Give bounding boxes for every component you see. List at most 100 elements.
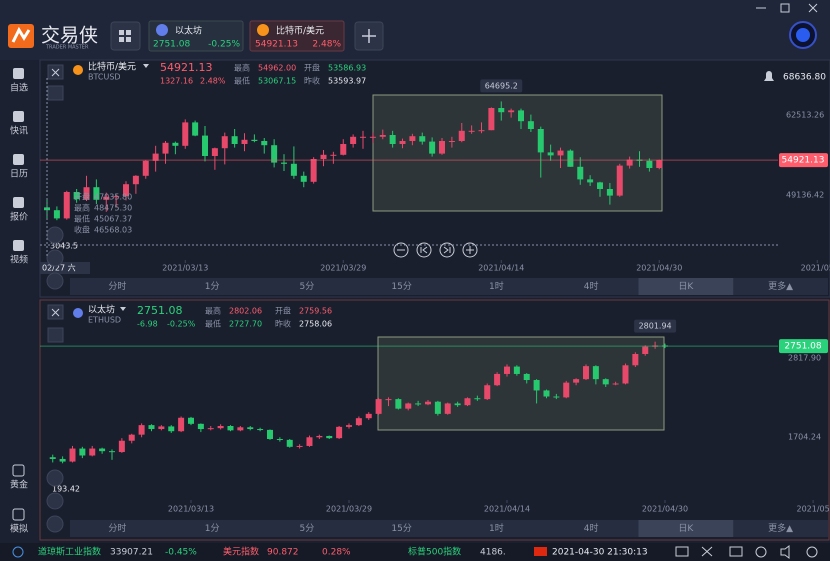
maximize-button[interactable] [780,3,790,13]
symbol-name[interactable]: 以太坊 [88,304,115,316]
sidebar-icon[interactable] [13,240,24,251]
tool-button[interactable] [46,492,64,510]
sidebar-icon[interactable] [13,154,24,165]
candle-body [231,136,238,144]
period-button[interactable]: 1时 [489,522,504,534]
tab-btc[interactable] [249,20,345,52]
expand-button[interactable] [47,85,64,101]
candle-body [616,165,623,196]
candle-body [424,401,431,405]
sidebar [0,60,38,543]
period-button[interactable]: 1时 [489,280,504,292]
period-button[interactable]: 1分 [205,523,220,534]
candle-body [587,179,594,183]
candle-body [118,440,125,453]
candle-body [123,184,130,197]
period-button[interactable]: 15分 [391,281,411,292]
status-icon[interactable] [755,546,767,558]
tool-button[interactable] [46,469,64,487]
period-button[interactable]: 5分 [300,281,315,292]
period-selected[interactable] [638,520,734,537]
status-icon[interactable] [675,546,689,557]
candle-body [533,380,540,391]
period-button[interactable]: 日K [678,523,694,534]
candle-body [557,150,564,156]
period-button[interactable]: 4时 [584,522,599,534]
period-button[interactable]: 更多▲ [768,280,793,292]
x-tick-label: 2021/03/29 [320,264,366,273]
tool-button[interactable] [46,249,64,267]
sidebar-icon[interactable] [13,111,24,122]
expand-button[interactable] [47,327,64,343]
status-icon[interactable] [729,546,743,557]
candle-body [340,144,347,155]
period-button[interactable]: 1分 [205,281,220,292]
period-button[interactable]: 15分 [391,523,411,534]
zoom-out-button[interactable] [393,242,409,258]
candle-body [44,207,51,211]
stat-value: 2727.70 [229,320,262,329]
close-button[interactable] [808,3,818,13]
tab-eth[interactable] [148,20,244,52]
sidebar-icon[interactable] [13,197,24,208]
candle-body [523,373,530,381]
x-tick-label: 2021/03/13 [168,505,214,514]
candle-body [375,399,382,414]
period-selected[interactable] [638,278,734,295]
candle-body [300,175,307,182]
candle-body [266,429,273,440]
support-icon[interactable] [12,546,24,558]
candle-body [498,108,505,113]
candle-body [53,210,60,219]
tool-button[interactable] [46,515,64,533]
period-button[interactable]: 更多▲ [768,522,793,534]
sidebar-label: 自选 [10,82,28,94]
tooltip-label: 最高 [74,203,90,213]
candle-body [227,426,234,431]
price-label: 49136.42 [786,191,824,200]
candle-body [458,130,465,141]
candle-body [83,187,90,200]
x-tick-label: 2021/05 [796,505,829,514]
dropdown-arrow[interactable] [143,64,149,68]
candle-body [656,160,663,168]
x-tick-label: 2021/05 [801,264,830,273]
sidebar-icon[interactable] [12,508,25,521]
period-button[interactable]: 分时 [108,280,126,292]
tooltip-value: 45067.37 [94,215,132,224]
tooltip-label: 收盘 [74,225,90,235]
selection-box[interactable] [377,336,665,431]
tab-price: 54921.13 [255,40,298,50]
candle-body [182,122,189,146]
scroll-end-button[interactable] [439,242,455,258]
candle-body [103,196,110,200]
candle-body [606,189,613,196]
period-button[interactable]: 4时 [584,280,599,292]
dropdown-arrow[interactable] [120,307,126,311]
eth-icon [156,24,168,36]
status-icon[interactable] [780,545,790,559]
status-icon[interactable] [806,546,818,558]
candle-body [79,448,86,456]
sidebar-icon[interactable] [12,464,25,477]
status-icon[interactable] [701,546,713,557]
period-button[interactable]: 分时 [108,522,126,534]
period-button[interactable]: 5分 [300,523,315,534]
tool-button[interactable] [46,272,64,290]
sidebar-icon[interactable] [13,68,24,79]
candle-body [567,150,574,167]
candle-body [508,110,515,113]
symbol-name[interactable]: 比特币/美元 [88,61,136,73]
zoom-in-button[interactable] [462,242,478,258]
tool-button[interactable] [46,226,64,244]
scroll-start-button[interactable] [416,242,432,258]
stat-value: 53593.97 [328,77,366,86]
period-button[interactable]: 日K [678,281,694,292]
stat-value: 54962.00 [258,64,296,73]
stat-label: 开盘 [275,306,291,316]
selection-box[interactable] [372,94,663,212]
candle-body [326,435,333,439]
stat-value: 2802.06 [229,307,262,316]
alert-icon[interactable] [764,71,774,81]
layout-button[interactable] [110,21,141,51]
